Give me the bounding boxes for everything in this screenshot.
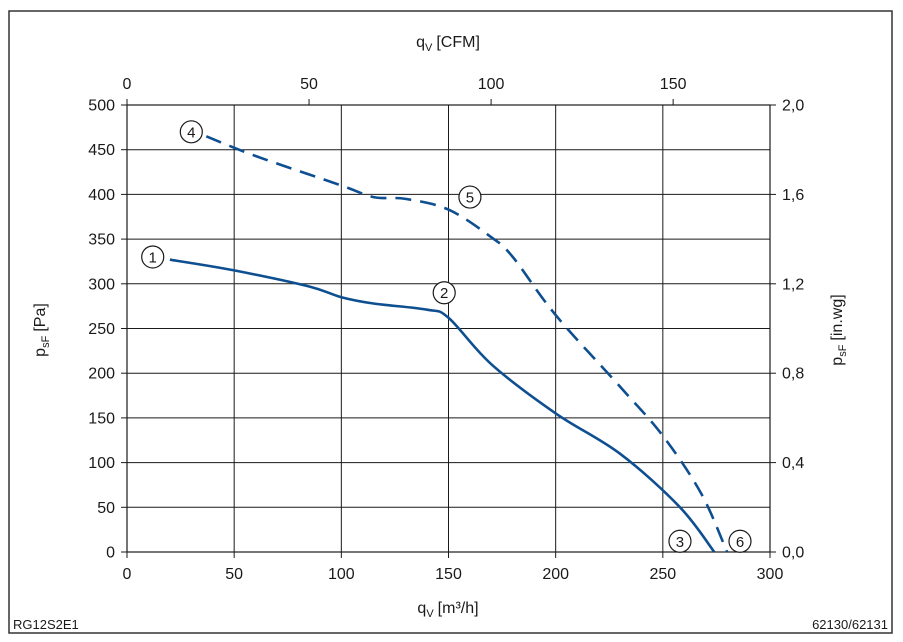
y-left-tick-label: 250 bbox=[88, 321, 115, 338]
y-right-tick-label: 0,8 bbox=[782, 366, 804, 383]
y-left-tick-label: 100 bbox=[88, 455, 115, 472]
curve-marker-label: 3 bbox=[676, 534, 684, 551]
y-left-tick-label: 200 bbox=[88, 366, 115, 383]
footer-right-code: 62130/62131 bbox=[812, 617, 888, 632]
curve-marker-label: 1 bbox=[149, 249, 157, 266]
series-lines bbox=[169, 135, 729, 553]
curve-marker-label: 6 bbox=[736, 534, 744, 551]
x-bottom-tick-label: 50 bbox=[225, 566, 243, 583]
y-left-tick-label: 150 bbox=[88, 410, 115, 427]
x-bottom-tick-label: 300 bbox=[757, 566, 784, 583]
x-bottom-tick-label: 250 bbox=[649, 566, 676, 583]
curve-markers: 1 2 3 4 5 6 bbox=[141, 120, 752, 553]
y-axis-right-label: psF[in.wg] bbox=[829, 294, 849, 365]
curve-marker-circle bbox=[141, 245, 165, 269]
x-bottom-tick-label: 200 bbox=[542, 566, 569, 583]
y-left-tick-label: 0 bbox=[106, 545, 115, 562]
x-axis-bottom-label: qV [m³/h] bbox=[417, 600, 478, 620]
curve-marker-circle bbox=[728, 529, 752, 553]
curve-marker-circle bbox=[668, 529, 692, 553]
y-right-tick-label: 1,2 bbox=[782, 276, 804, 293]
outer-frame bbox=[8, 10, 893, 634]
y-left-tick-label: 350 bbox=[88, 232, 115, 249]
y-left-tick-label: 400 bbox=[88, 187, 115, 204]
y-left-tick-label: 300 bbox=[88, 276, 115, 293]
curve-marker-circle bbox=[458, 185, 482, 209]
x-top-tick-label: 150 bbox=[660, 76, 687, 93]
x-top-tick-label: 50 bbox=[300, 76, 318, 93]
series-line-dashed bbox=[205, 135, 729, 553]
y-left-tick-label: 500 bbox=[88, 98, 115, 115]
x-bottom-tick-label: 100 bbox=[328, 566, 355, 583]
curve-marker-label: 5 bbox=[466, 190, 474, 207]
curve-marker-circle bbox=[179, 120, 203, 144]
series-line-solid bbox=[169, 258, 716, 553]
curve-marker-label: 4 bbox=[187, 124, 195, 141]
x-axis-top-label: qV [CFM] bbox=[416, 34, 480, 54]
x-top-tick-label: 100 bbox=[478, 76, 505, 93]
footer-left-code: RG12S2E1 bbox=[13, 617, 79, 632]
y-right-tick-label: 0,4 bbox=[782, 455, 804, 472]
y-right-tick-label: 2,0 bbox=[782, 98, 804, 115]
curve-marker-circle bbox=[432, 281, 456, 305]
y-right-tick-label: 0,0 bbox=[782, 545, 804, 562]
x-bottom-tick-label: 0 bbox=[123, 566, 132, 583]
y-axis-left-label: psF[Pa] bbox=[32, 303, 52, 357]
y-left-tick-label: 50 bbox=[97, 500, 115, 517]
y-right-tick-label: 1,6 bbox=[782, 187, 804, 204]
y-left-tick-label: 450 bbox=[88, 142, 115, 159]
curve-marker-label: 2 bbox=[440, 285, 448, 302]
x-bottom-tick-label: 150 bbox=[435, 566, 462, 583]
x-top-tick-label: 0 bbox=[123, 76, 132, 93]
